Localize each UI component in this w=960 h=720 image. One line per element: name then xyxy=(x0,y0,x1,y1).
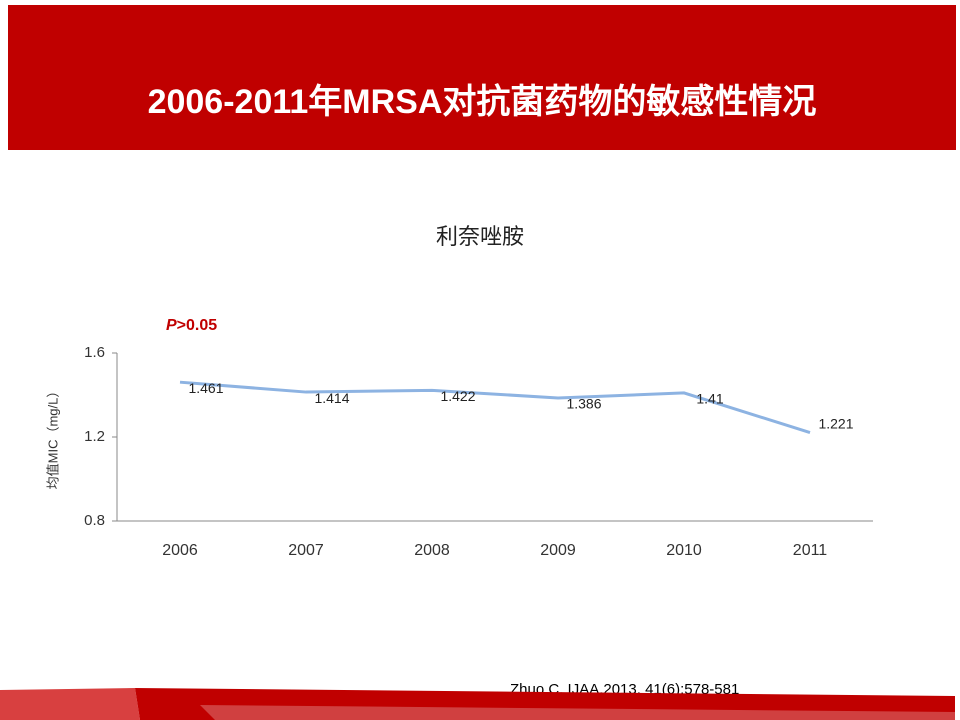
data-label: 1.422 xyxy=(440,388,475,404)
x-tick-label: 2011 xyxy=(793,542,828,559)
x-tick-label: 2010 xyxy=(666,542,702,559)
y-tick-label: 1.2 xyxy=(84,428,105,445)
footer-shape xyxy=(200,705,955,720)
y-tick-label: 1.6 xyxy=(84,344,105,361)
data-label: 1.414 xyxy=(314,390,349,406)
slide-title: 2006-2011年MRSA对抗菌药物的敏感性情况 xyxy=(148,82,817,121)
data-label: 1.386 xyxy=(566,396,601,412)
x-tick-label: 2006 xyxy=(162,542,198,559)
y-axis-label: 均值MIC（mg/L） xyxy=(45,385,60,490)
x-tick-label: 2008 xyxy=(414,542,450,559)
annotation-italic: P xyxy=(166,317,177,334)
footer-shape xyxy=(0,688,140,720)
x-tick-label: 2009 xyxy=(540,542,576,559)
header-band xyxy=(8,5,956,150)
plot: 0.8 1.2 1.6 2006 2007 2008 2009 2010 2011 1.461 1.… xyxy=(84,344,873,559)
data-label: 1.221 xyxy=(818,415,853,431)
annotation: P>0.05 xyxy=(166,317,217,334)
x-tick-label: 2007 xyxy=(288,542,324,559)
annotation-text: >0.05 xyxy=(177,317,218,334)
footer-shape xyxy=(135,688,955,720)
chart-title: 利奈唑胺 xyxy=(436,224,524,249)
line-series xyxy=(179,380,811,435)
data-label: 1.41 xyxy=(696,391,723,407)
data-label: 1.461 xyxy=(188,380,223,396)
y-tick-label: 0.8 xyxy=(84,512,105,529)
